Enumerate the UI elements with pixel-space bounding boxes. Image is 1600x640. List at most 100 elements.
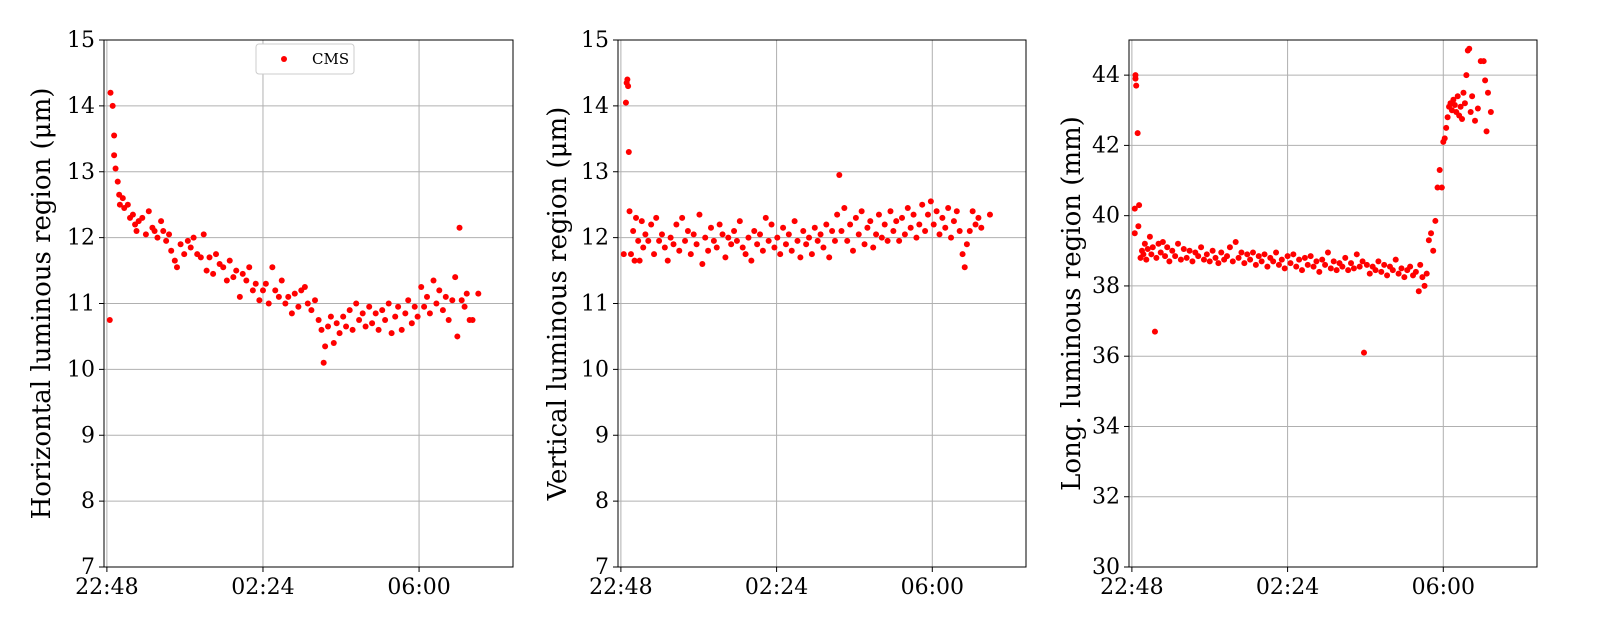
data-point bbox=[722, 254, 729, 261]
data-point bbox=[624, 76, 631, 83]
data-point bbox=[139, 214, 146, 221]
data-point bbox=[272, 287, 279, 294]
data-point bbox=[112, 165, 119, 172]
data-point bbox=[751, 228, 758, 235]
data-point bbox=[667, 234, 674, 241]
data-point bbox=[1135, 223, 1142, 230]
data-point bbox=[1299, 267, 1306, 274]
data-point bbox=[811, 224, 818, 231]
data-point bbox=[736, 218, 743, 225]
data-point bbox=[1148, 251, 1155, 258]
data-point bbox=[645, 237, 652, 244]
y-tick-label: 8 bbox=[81, 489, 95, 514]
data-point bbox=[1218, 249, 1225, 256]
data-point bbox=[312, 297, 319, 304]
y-tick-label: 30 bbox=[1092, 555, 1120, 580]
data-point bbox=[1157, 249, 1164, 256]
data-point bbox=[318, 326, 325, 333]
data-point bbox=[166, 231, 173, 238]
data-point bbox=[950, 218, 957, 225]
data-point bbox=[154, 234, 161, 241]
data-point bbox=[119, 195, 126, 202]
data-point bbox=[904, 204, 911, 211]
data-point bbox=[1258, 258, 1265, 265]
data-point bbox=[626, 208, 633, 215]
data-point bbox=[890, 228, 897, 235]
data-point bbox=[145, 208, 152, 215]
data-point bbox=[249, 287, 256, 294]
data-point bbox=[456, 224, 463, 231]
data-point bbox=[325, 323, 332, 330]
data-point bbox=[256, 297, 263, 304]
data-point bbox=[1177, 256, 1184, 263]
data-point bbox=[111, 152, 118, 159]
data-point bbox=[1463, 72, 1470, 79]
y-tick-label: 10 bbox=[67, 357, 95, 382]
data-point bbox=[699, 260, 706, 267]
data-point bbox=[1407, 263, 1414, 270]
data-point bbox=[163, 237, 170, 244]
data-point bbox=[806, 234, 813, 241]
data-point bbox=[1151, 328, 1158, 335]
data-point bbox=[1316, 268, 1323, 275]
data-point bbox=[187, 244, 194, 251]
data-point bbox=[780, 224, 787, 231]
data-point bbox=[1281, 265, 1288, 272]
data-point bbox=[408, 320, 415, 327]
data-point bbox=[1333, 267, 1340, 274]
data-point bbox=[1324, 249, 1331, 256]
data-point bbox=[1460, 89, 1467, 96]
data-point bbox=[719, 231, 726, 238]
data-point bbox=[648, 221, 655, 228]
data-point bbox=[1140, 251, 1147, 258]
data-point bbox=[777, 251, 784, 258]
data-point bbox=[887, 208, 894, 215]
data-point bbox=[873, 231, 880, 238]
data-point bbox=[1144, 246, 1151, 253]
data-point bbox=[1342, 254, 1349, 261]
data-point bbox=[233, 267, 240, 274]
y-tick-label: 9 bbox=[81, 423, 95, 448]
x-tick-label: 22:48 bbox=[75, 575, 138, 600]
data-point bbox=[379, 307, 386, 314]
data-point bbox=[702, 234, 709, 241]
y-tick-label: 40 bbox=[1092, 204, 1120, 229]
data-point bbox=[475, 290, 482, 297]
data-point bbox=[899, 214, 906, 221]
data-point bbox=[823, 221, 830, 228]
data-point bbox=[206, 254, 213, 261]
data-point bbox=[640, 244, 647, 251]
data-point bbox=[1469, 93, 1476, 100]
data-point bbox=[861, 241, 868, 248]
data-point bbox=[1203, 251, 1210, 258]
data-point bbox=[1189, 258, 1196, 265]
data-point bbox=[359, 310, 366, 317]
data-point bbox=[748, 257, 755, 264]
data-point bbox=[333, 320, 340, 327]
data-point bbox=[855, 231, 862, 238]
data-point bbox=[458, 297, 465, 304]
data-point bbox=[627, 251, 634, 258]
data-point bbox=[884, 237, 891, 244]
data-point bbox=[733, 237, 740, 244]
y-tick-label: 36 bbox=[1092, 344, 1120, 369]
legend-label: CMS bbox=[312, 50, 349, 68]
data-point bbox=[829, 228, 836, 235]
data-point bbox=[124, 201, 131, 208]
chart-panel-3: 30 32 34 36 38 40 42 44 22:48 02:24 06:00 Long. lum… bbox=[1057, 39, 1538, 600]
data-point bbox=[676, 247, 683, 254]
y-tick-label: 32 bbox=[1092, 485, 1120, 510]
data-point bbox=[223, 277, 230, 284]
data-point bbox=[638, 218, 645, 225]
data-point bbox=[1166, 258, 1173, 265]
data-point bbox=[436, 287, 443, 294]
data-point bbox=[838, 228, 845, 235]
data-point bbox=[1159, 239, 1166, 246]
data-point bbox=[1307, 253, 1314, 260]
data-point bbox=[278, 277, 285, 284]
data-point bbox=[754, 241, 761, 248]
data-point bbox=[243, 277, 250, 284]
data-point bbox=[1419, 274, 1426, 281]
data-point bbox=[1180, 246, 1187, 253]
data-point bbox=[986, 211, 993, 218]
